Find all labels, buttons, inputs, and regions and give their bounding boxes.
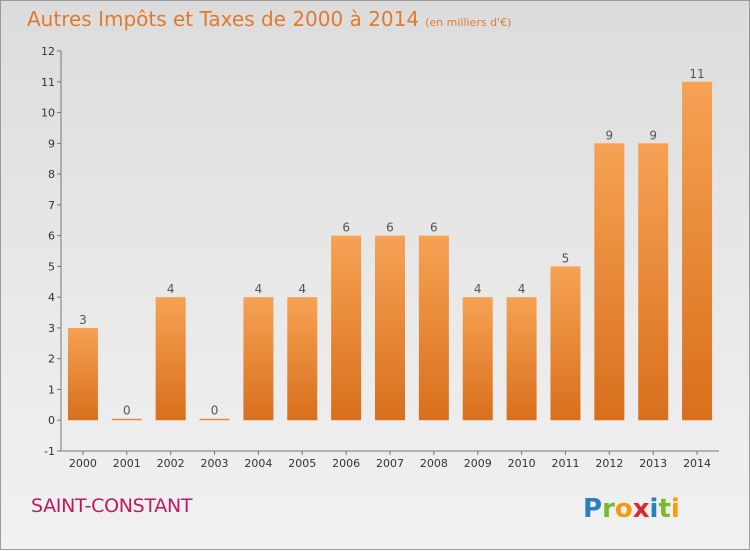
data-label-2000: 3: [79, 313, 87, 327]
bar-2000: [67, 327, 98, 421]
data-label-2009: 4: [474, 282, 482, 296]
data-labels: 3 0 4 0 4 4 6 6 6 4 4 5 9 9 11: [79, 67, 705, 418]
data-label-2013: 9: [649, 128, 657, 142]
y-tick-label: 7: [48, 199, 55, 212]
data-label-2007: 6: [386, 221, 394, 235]
y-tick-label: 5: [48, 260, 55, 273]
x-tick-label: 2013: [639, 457, 667, 470]
y-tick-label: 2: [48, 353, 55, 366]
bars: [67, 81, 713, 421]
data-label-2006: 6: [342, 221, 350, 235]
bar-2003: [199, 418, 230, 421]
chart-title: Autres Impôts et Taxes de 2000 à 2014 (en…: [27, 7, 511, 31]
x-tick-label: 2009: [464, 457, 492, 470]
y-tick-label: 11: [41, 76, 55, 89]
bar-2004: [243, 297, 274, 421]
data-label-2011: 5: [562, 251, 570, 265]
bar-2005: [287, 297, 318, 421]
bar-2006: [331, 235, 362, 421]
x-tick-label: 2010: [508, 457, 536, 470]
y-tick-label: 6: [48, 230, 55, 243]
y-tick-label: 0: [48, 414, 55, 427]
x-tick-label: 2005: [288, 457, 316, 470]
data-label-2010: 4: [518, 282, 526, 296]
y-tick-label: 8: [48, 168, 55, 181]
data-label-2008: 6: [430, 221, 438, 235]
y-tick-label: -1: [44, 445, 55, 458]
axes: [57, 50, 719, 455]
x-tick-label: 2008: [420, 457, 448, 470]
data-label-2014: 11: [689, 67, 704, 81]
x-tick-label: 2011: [551, 457, 579, 470]
city-name: SAINT-CONSTANT: [31, 495, 193, 517]
bar-2014: [682, 81, 713, 421]
x-tick-label: 2006: [332, 457, 360, 470]
y-tick-label: 4: [48, 291, 55, 304]
proxiti-logo: Proxiti: [583, 494, 680, 524]
bar-2010: [506, 297, 537, 421]
y-tick-label: 1: [48, 383, 55, 396]
data-label-2004: 4: [255, 282, 263, 296]
data-label-2005: 4: [298, 282, 306, 296]
data-label-2012: 9: [606, 128, 614, 142]
data-label-2003: 0: [211, 404, 219, 418]
y-tick-label: 10: [41, 107, 55, 120]
bar-2011: [550, 266, 581, 421]
bar-2001: [111, 418, 142, 421]
x-tick-label: 2000: [69, 457, 97, 470]
bar-2008: [418, 235, 449, 421]
bar-2012: [594, 143, 625, 421]
data-label-2002: 4: [167, 282, 175, 296]
x-tick-label: 2007: [376, 457, 404, 470]
y-tick-label: 12: [41, 45, 55, 58]
x-tick-label: 2002: [157, 457, 185, 470]
x-tick-label: 2012: [595, 457, 623, 470]
x-tick-labels: 2000 2001 2002 2003 2004 2005 2006 2007 2008 2009…: [69, 457, 711, 470]
x-tick-label: 2004: [244, 457, 272, 470]
title-text: Autres Impôts et Taxes de 2000 à 2014: [27, 7, 420, 31]
y-tick-label: 9: [48, 137, 55, 150]
x-tick-label: 2001: [113, 457, 141, 470]
svg-text:Proxiti: Proxiti: [583, 494, 680, 524]
y-tick-label: 3: [48, 322, 55, 335]
x-tick-label: 2014: [683, 457, 711, 470]
chart-subtitle: (en milliers d'€): [425, 16, 512, 29]
bar-2009: [462, 297, 493, 421]
bar-2013: [638, 143, 669, 421]
bar-2002: [155, 297, 186, 421]
data-label-2001: 0: [123, 404, 131, 418]
bar-2007: [375, 235, 405, 421]
x-tick-label: 2003: [201, 457, 229, 470]
